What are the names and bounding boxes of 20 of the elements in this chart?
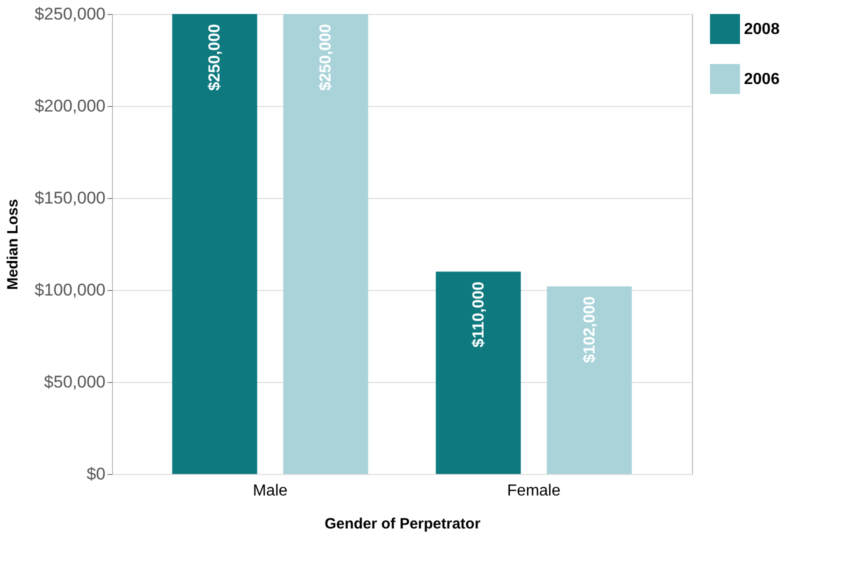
y-tick-label: $100,000: [34, 280, 106, 300]
y-tick-label: $250,000: [34, 4, 106, 24]
bar: [283, 14, 368, 474]
bar: [436, 272, 521, 474]
bar: [172, 14, 258, 474]
data-label: $250,000: [318, 24, 335, 91]
x-tick-label: Male: [252, 482, 288, 500]
data-label: $110,000: [470, 282, 488, 348]
y-tick-label: $50,000: [44, 372, 106, 392]
y-tick-label: $150,000: [34, 188, 106, 208]
legend-label: 2008: [744, 21, 780, 38]
y-tick-label: $0: [86, 464, 106, 484]
data-label: $250,000: [206, 24, 224, 91]
data-label: $102,000: [581, 296, 598, 364]
x-tick-label: Female: [507, 482, 561, 500]
legend-label: 2006: [744, 71, 780, 88]
y-axis-title: Median Loss: [4, 199, 22, 290]
y-tick-label: $200,000: [34, 96, 106, 116]
x-axis-title: Gender of Perpetrator: [324, 516, 481, 532]
bar: [546, 286, 632, 474]
